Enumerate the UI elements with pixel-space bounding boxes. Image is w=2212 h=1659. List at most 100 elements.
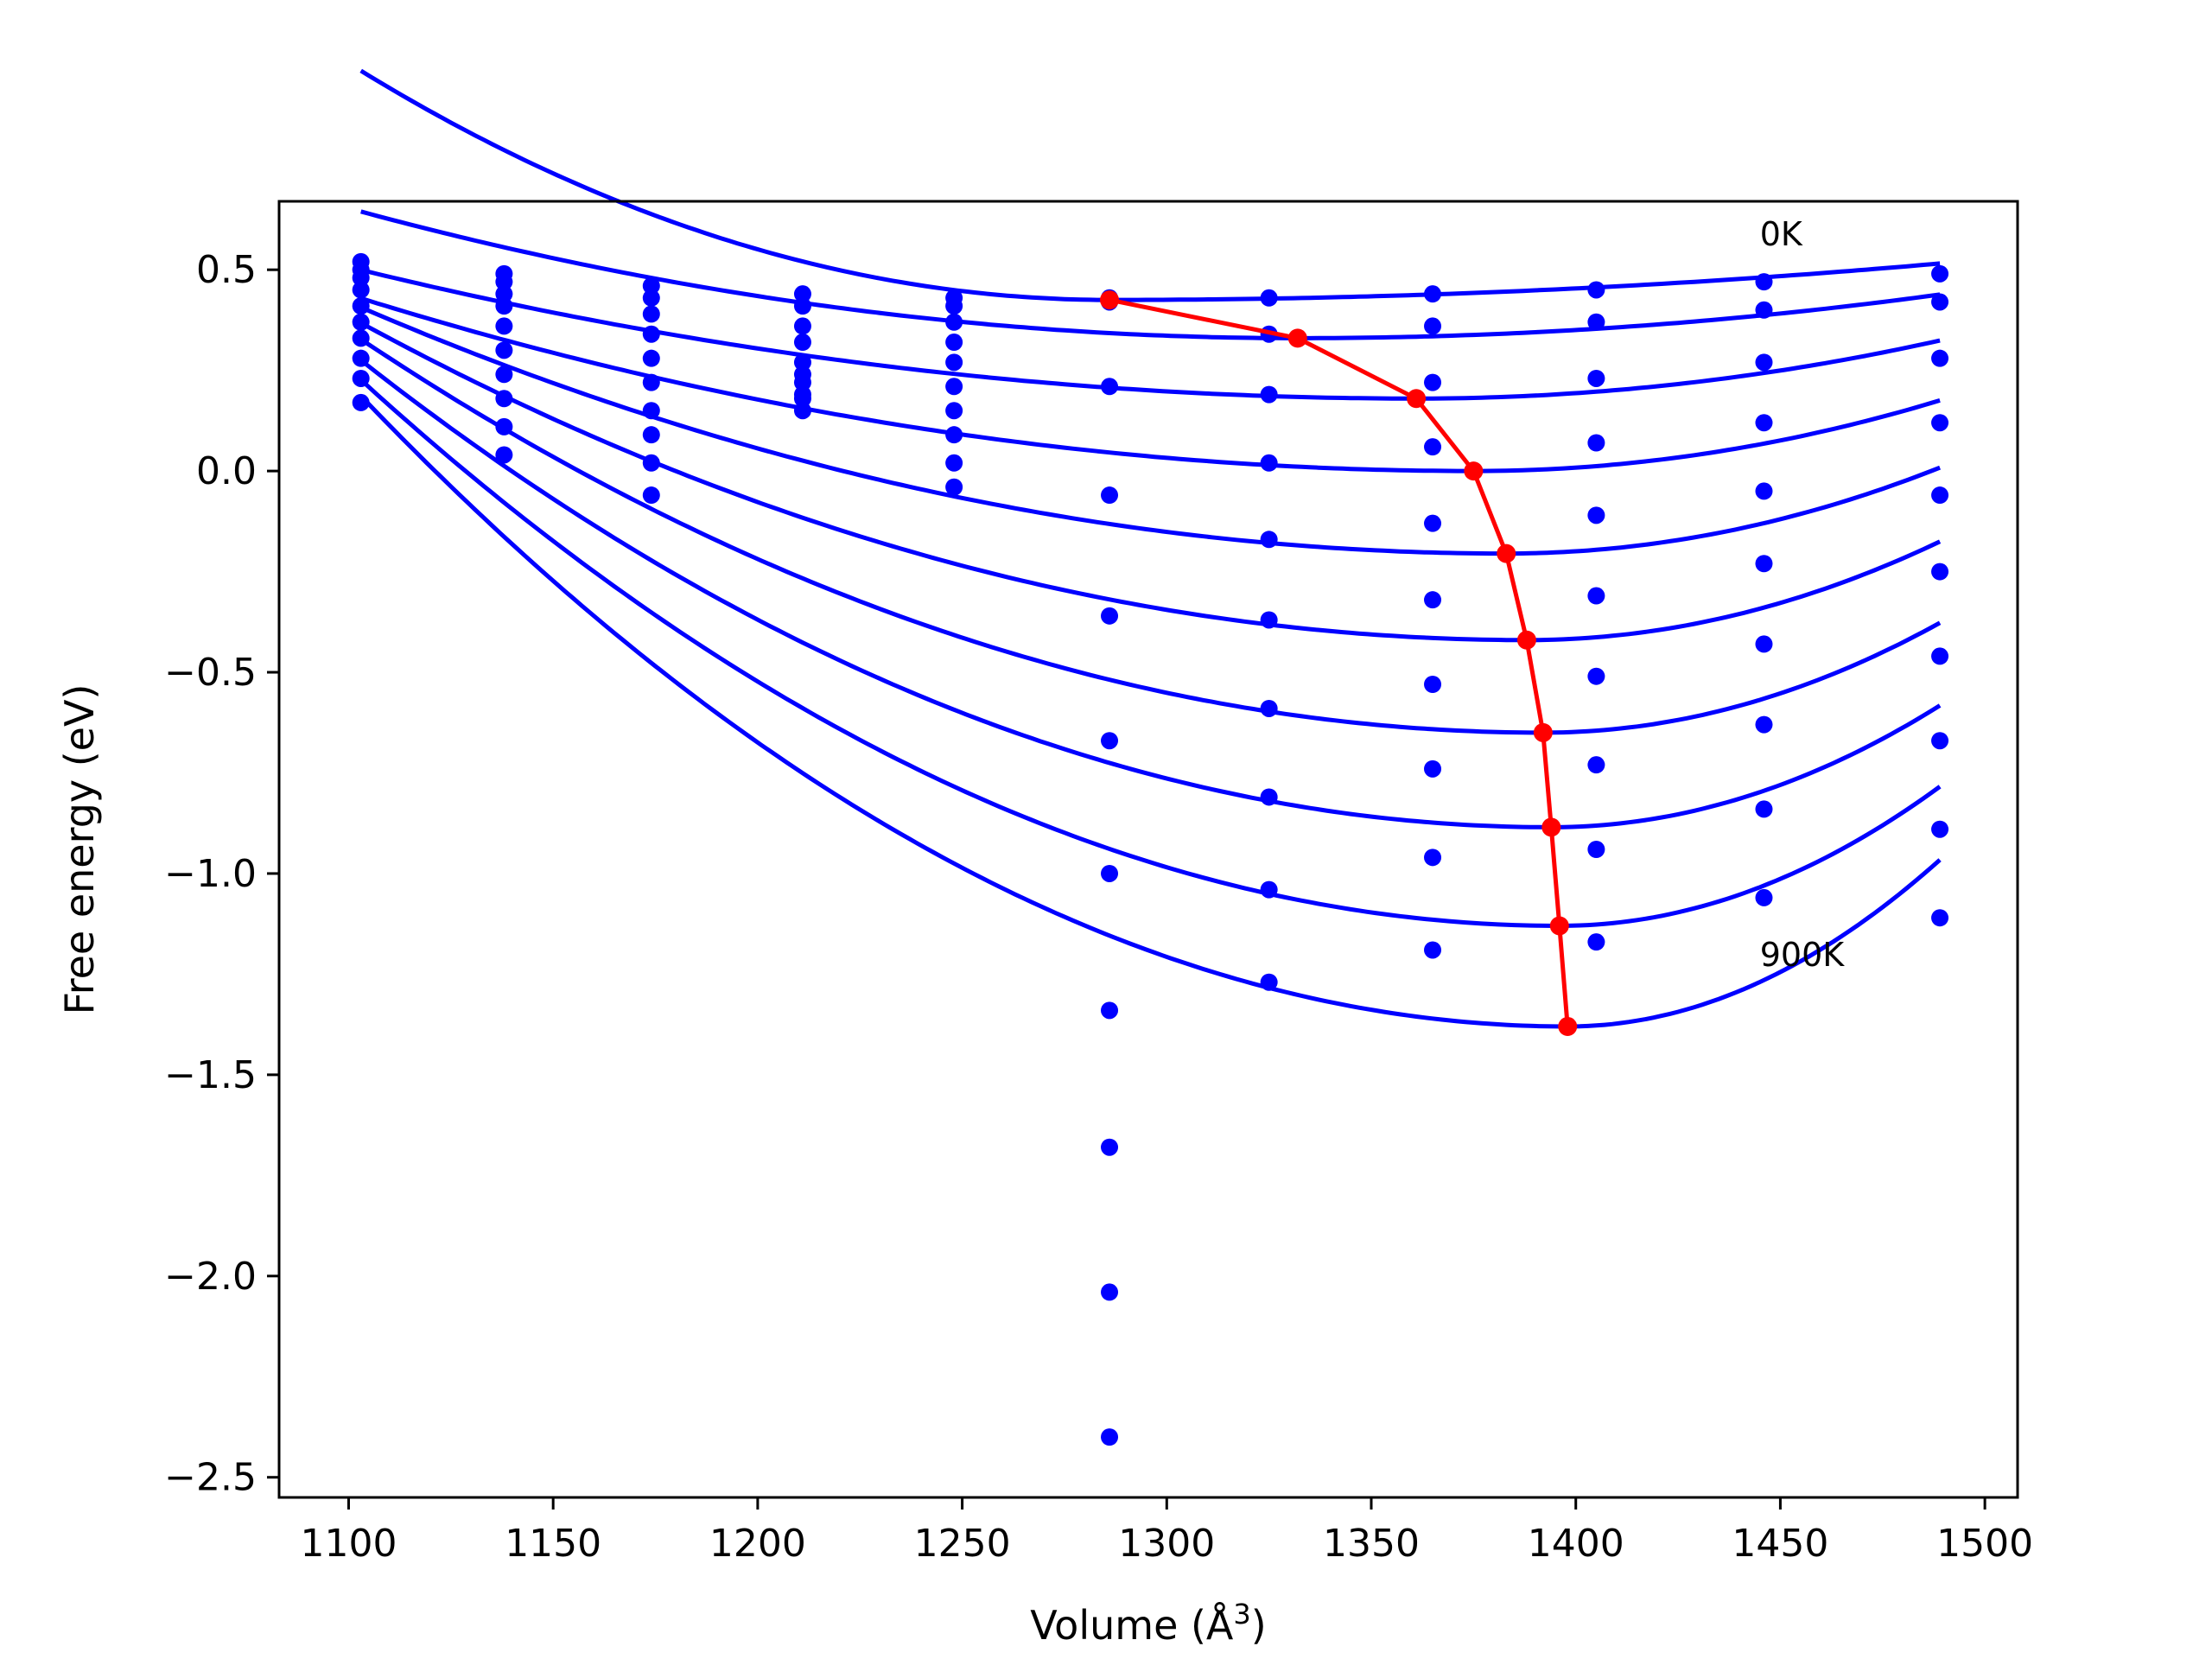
minimum-point (1100, 290, 1120, 310)
fit-curve-9 (359, 394, 1942, 1029)
x-axis-ticks: 1100 1150 1200 1250 1300 1350 1400 1450 1500 (300, 1497, 2033, 1566)
data-point (1755, 888, 1773, 906)
minimum-point (1558, 1016, 1578, 1036)
data-point (1101, 607, 1119, 625)
data-point (1931, 732, 1949, 750)
data-point (1101, 1138, 1119, 1156)
fit-curve-6 (359, 337, 1942, 735)
data-point (495, 341, 513, 359)
data-point (642, 349, 660, 367)
y-axis-label: Free energy (eV) (56, 684, 103, 1015)
data-point (945, 353, 963, 372)
data-point (1931, 349, 1949, 367)
data-point (945, 426, 963, 444)
data-point (642, 305, 660, 323)
y-tick-label: −0.5 (164, 651, 257, 695)
y-tick-label: −1.5 (164, 1053, 257, 1097)
data-point (1587, 667, 1605, 685)
minimum-energy-line (1109, 297, 1570, 1027)
data-point (352, 369, 370, 387)
data-point (1931, 820, 1949, 838)
fit-curve-8 (359, 378, 1942, 928)
data-point (793, 285, 811, 303)
y-tick-label: −2.5 (164, 1456, 257, 1500)
minimum-point (1407, 389, 1427, 409)
data-point (1424, 285, 1442, 303)
data-point (642, 373, 660, 391)
data-point (352, 269, 370, 287)
data-point (352, 349, 370, 367)
data-point (1587, 369, 1605, 387)
x-tick-label: 1350 (1323, 1522, 1420, 1566)
minimum-point (1541, 817, 1561, 837)
data-point (1755, 414, 1773, 432)
data-point (1424, 591, 1442, 609)
data-point (1755, 273, 1773, 291)
data-point (1101, 1283, 1119, 1301)
data-point (793, 353, 811, 372)
data-point (1587, 587, 1605, 605)
data-point (1931, 486, 1949, 505)
data-point (1101, 732, 1119, 750)
data-point (495, 317, 513, 335)
data-point (1931, 293, 1949, 311)
fit-curve-0 (359, 68, 1941, 302)
data-point (1101, 1428, 1119, 1446)
data-point (1260, 788, 1278, 806)
data-point (1587, 506, 1605, 524)
data-point (495, 446, 513, 464)
data-point (945, 402, 963, 420)
data-point (1931, 563, 1949, 581)
data-point (1260, 531, 1278, 549)
data-point (495, 297, 513, 315)
data-point (495, 417, 513, 435)
data-point (793, 334, 811, 352)
fit-curve-5 (359, 321, 1942, 643)
data-point (1587, 281, 1605, 299)
minimum-point (1497, 543, 1516, 563)
data-point (495, 390, 513, 408)
data-point (1260, 973, 1278, 991)
x-tick-label: 1250 (914, 1522, 1011, 1566)
data-point (1424, 849, 1442, 867)
data-point (642, 289, 660, 307)
minimum-point (1533, 722, 1553, 742)
data-point (642, 276, 660, 295)
data-point (945, 378, 963, 396)
data-point (1424, 317, 1442, 335)
data-point (1587, 313, 1605, 331)
data-point (1587, 933, 1605, 951)
data-point (1424, 373, 1442, 391)
fit-curve-2 (360, 267, 1941, 401)
x-tick-label: 1450 (1732, 1522, 1828, 1566)
fit-curve-4 (359, 305, 1942, 556)
data-point (945, 454, 963, 472)
data-point (642, 486, 660, 505)
data-point (945, 313, 963, 331)
fit-curve-3 (359, 296, 1941, 474)
annotation-900k: 900K (1760, 936, 1846, 974)
data-point (1755, 555, 1773, 573)
data-point (495, 285, 513, 303)
data-point (495, 365, 513, 384)
data-point (945, 478, 963, 496)
data-point (1101, 1001, 1119, 1020)
y-tick-label: −2.0 (164, 1255, 257, 1299)
data-point (1260, 699, 1278, 717)
y-tick-label: −1.0 (164, 852, 257, 896)
data-point (352, 281, 370, 299)
data-point (1755, 635, 1773, 653)
data-point (1260, 289, 1278, 307)
data-point (793, 317, 811, 335)
data-point (793, 390, 811, 408)
data-point (1755, 353, 1773, 372)
x-tick-label: 1200 (709, 1522, 806, 1566)
data-point (1424, 760, 1442, 778)
data-point (1260, 611, 1278, 629)
data-point (1260, 454, 1278, 472)
data-point (1101, 486, 1119, 505)
data-point (1424, 941, 1442, 959)
data-point (1755, 800, 1773, 818)
x-tick-label: 1400 (1528, 1522, 1624, 1566)
x-tick-label: 1300 (1118, 1522, 1215, 1566)
